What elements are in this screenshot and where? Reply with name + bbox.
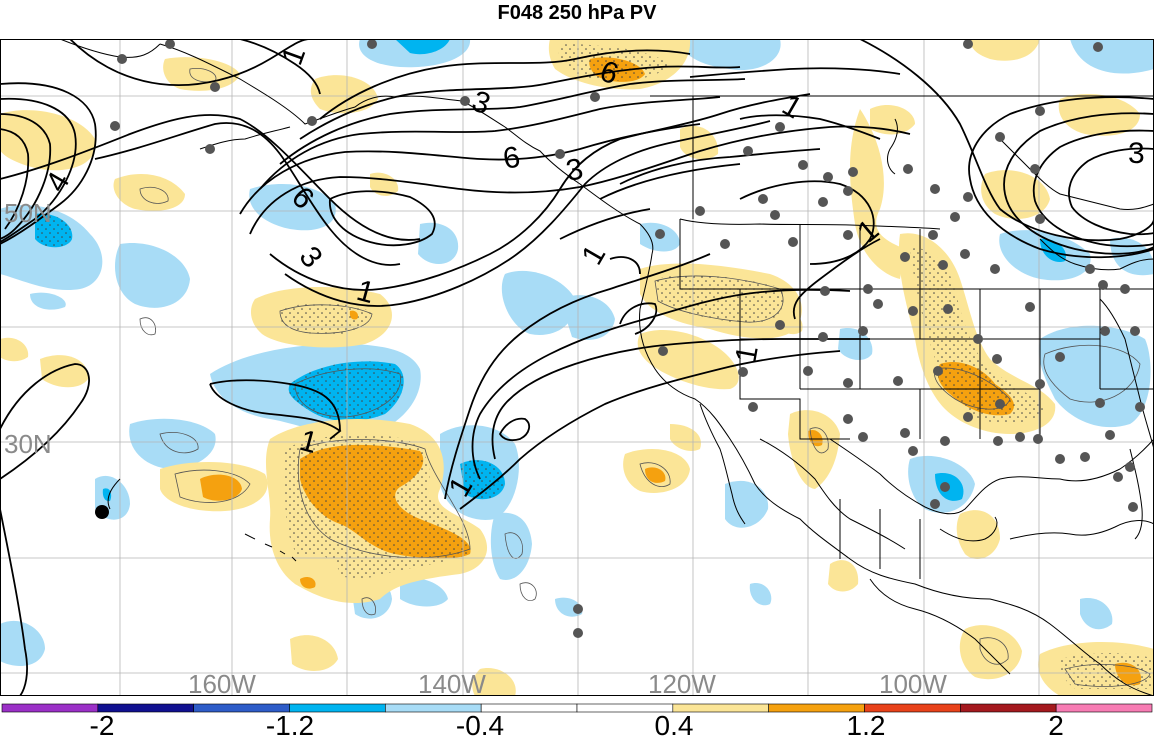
pv-contours [0,39,1154,696]
coastlines-and-borders [59,39,1154,696]
map-title: F048 250 hPa PV [497,2,657,24]
lon-label-140w: 140W [418,669,486,696]
contour-label: 3 [563,152,585,187]
colorbar-tick-label: -0.4 [456,710,504,739]
contour-label: 6 [500,140,522,175]
colorbar-swatches [1,703,1153,713]
colorbar-tick-label: 2 [1048,710,1064,739]
lon-label-160w: 160W [188,669,256,696]
colorbar-tick-label: -2 [90,710,115,739]
colorbar-tick-label: 0.4 [655,710,694,739]
negative-anomaly-areas [0,39,1154,666]
lat-label-30n: 30N [4,429,52,459]
marker-dot [95,505,109,519]
colorbar: -2 -1.2 -0.4 0.4 1.2 2 [1,703,1153,739]
colorbar-swatch [1055,703,1153,713]
pv-map: 50N 30N 160W 140W 120W 100W 4 6 3 1 3 6 … [0,39,1154,696]
station-dots [110,39,1145,638]
colorbar-swatch [960,703,1057,713]
lon-label-100w: 100W [879,669,947,696]
graticule-labels: 50N 30N 160W 140W 120W 100W [4,198,947,696]
lat-label-50n: 50N [4,198,52,228]
colorbar-tick-label: 1.2 [847,710,886,739]
colorbar-tick-labels: -2 -1.2 -0.4 0.4 1.2 2 [90,710,1064,739]
colorbar-tick-label: -1.2 [266,710,314,739]
contour-label: 1 [729,343,764,365]
lon-label-120w: 120W [648,669,716,696]
contour-label: 3 [1128,137,1145,170]
colorbar-swatch [1,703,99,713]
strong-positive-anomaly-areas [200,310,1141,686]
